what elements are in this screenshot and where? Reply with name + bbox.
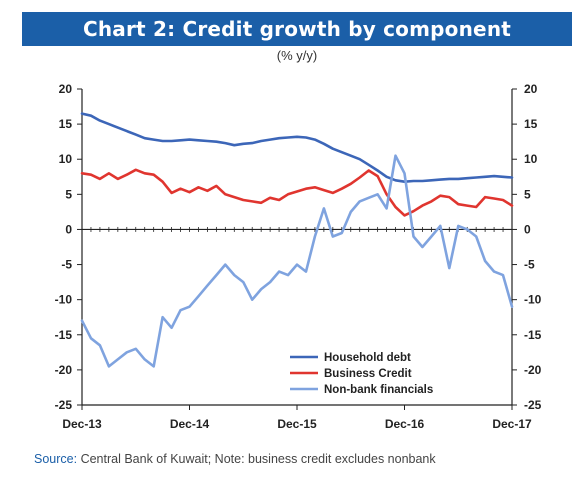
y-tick-label-left: 20 xyxy=(59,82,73,96)
x-tick-label: Dec-13 xyxy=(62,417,102,431)
source-label: Source: xyxy=(34,452,78,466)
y-tick-label-right: -20 xyxy=(524,363,542,377)
y-tick-label-right: -10 xyxy=(524,293,542,307)
chart-subtitle: (% y/y) xyxy=(276,48,318,63)
y-tick-label-right: 15 xyxy=(524,117,538,131)
series-line-1 xyxy=(80,112,514,183)
y-tick-label-left: 5 xyxy=(65,187,72,201)
legend-label: Business Credit xyxy=(324,368,412,380)
y-tick-label-left: -10 xyxy=(55,293,73,307)
chart-title: Chart 2: Credit growth by component xyxy=(22,12,572,46)
x-tick-label: Dec-14 xyxy=(170,417,210,431)
y-tick-label-left: -25 xyxy=(55,398,73,412)
y-tick-label-left: 0 xyxy=(65,222,72,236)
y-tick-label-right: 5 xyxy=(524,187,531,201)
source-text: Central Bank of Kuwait; Note: business c… xyxy=(77,452,436,466)
y-tick-label-right: -5 xyxy=(524,258,535,272)
legend-label: Non-bank financials xyxy=(324,384,433,396)
y-tick-label-left: -15 xyxy=(55,328,73,342)
x-tick-label: Dec-15 xyxy=(277,417,317,431)
y-tick-label-right: 0 xyxy=(524,222,531,236)
x-tick-label: Dec-17 xyxy=(492,417,532,431)
y-tick-label-right: 10 xyxy=(524,152,538,166)
y-tick-label-right: 20 xyxy=(524,82,538,96)
y-tick-label-left: -20 xyxy=(55,363,73,377)
y-tick-label-right: -15 xyxy=(524,328,542,342)
y-tick-label-left: 15 xyxy=(59,117,73,131)
series-line-3 xyxy=(80,154,514,368)
x-tick-label: Dec-16 xyxy=(385,417,425,431)
legend-label: Household debt xyxy=(324,352,411,364)
series-line-2 xyxy=(80,168,514,217)
y-tick-label-right: -25 xyxy=(524,398,542,412)
y-tick-label-left: -5 xyxy=(61,258,72,272)
y-tick-label-left: 10 xyxy=(59,152,73,166)
source-note: Source: Central Bank of Kuwait; Note: bu… xyxy=(34,452,574,466)
